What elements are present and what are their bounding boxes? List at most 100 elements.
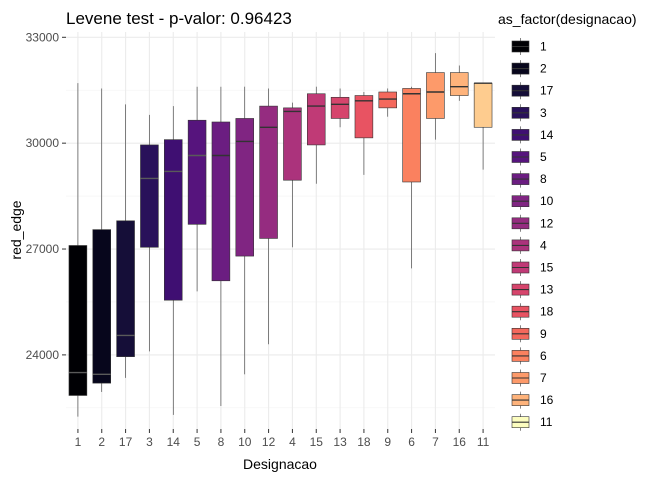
x-axis-title: Designacao <box>243 456 317 472</box>
x-tick-label: 1 <box>75 435 82 449</box>
box-rect <box>378 91 397 109</box>
box-rect <box>92 229 111 384</box>
legend-label: 7 <box>540 371 547 385</box>
legend-entry-2: 2 <box>511 60 547 78</box>
legend-entry-4: 4 <box>511 236 547 254</box>
y-tick-label: 30000 <box>26 136 60 150</box>
box-15 <box>307 86 326 184</box>
box-11 <box>473 82 493 170</box>
legend-entry-18: 18 <box>511 303 554 321</box>
legend-label: 3 <box>540 106 547 120</box>
box-10 <box>235 86 254 375</box>
x-tick-label: 9 <box>384 435 391 449</box>
x-tick-label: 6 <box>408 435 415 449</box>
chart-title: Levene test - p-valor: 0.96423 <box>66 9 292 28</box>
legend-entry-5: 5 <box>511 148 547 166</box>
box-2 <box>92 88 111 392</box>
legend-entry-15: 15 <box>511 259 554 276</box>
boxes <box>68 53 493 417</box>
x-tick-label: 4 <box>289 435 296 449</box>
box-rect <box>307 93 326 146</box>
box-1 <box>68 83 88 417</box>
legend-label: 17 <box>540 84 554 98</box>
legend-label: 2 <box>540 62 547 76</box>
legend-entry-11: 11 <box>511 413 553 431</box>
box-rect <box>164 139 183 301</box>
box-rect <box>211 121 231 282</box>
legend-entry-8: 8 <box>511 170 547 188</box>
box-13 <box>330 88 350 128</box>
y-tick-label: 33000 <box>26 30 60 44</box>
legend-label: 12 <box>540 216 554 230</box>
legend-entry-17: 17 <box>511 82 554 100</box>
legend-entry-10: 10 <box>511 192 554 210</box>
legend-entry-7: 7 <box>511 369 547 387</box>
x-tick-label: 17 <box>119 435 133 449</box>
x-tick-label: 8 <box>218 435 225 449</box>
x-tick-label: 15 <box>310 435 324 449</box>
box-4 <box>283 102 302 248</box>
box-rect <box>473 82 493 128</box>
box-rect <box>450 72 469 96</box>
y-axis-title: red_edge <box>8 200 24 259</box>
box-rect <box>259 105 278 239</box>
legend-entry-6: 6 <box>511 347 547 365</box>
legend-label: 13 <box>540 283 554 297</box>
x-tick-label: 16 <box>453 435 467 449</box>
legend-label: 14 <box>540 128 554 142</box>
plot-panel <box>66 32 495 429</box>
box-rect <box>283 107 302 181</box>
x-tick-label: 5 <box>194 435 201 449</box>
box-5 <box>187 86 207 292</box>
legend-label: 1 <box>540 40 547 54</box>
x-tick-label: 12 <box>262 435 276 449</box>
y-tick-label: 24000 <box>26 348 60 362</box>
legend-entry-13: 13 <box>511 281 554 299</box>
legend-label: 9 <box>540 327 547 341</box>
box-rect <box>354 95 374 139</box>
box-rect <box>330 96 350 119</box>
legend-title: as_factor(designacao) <box>498 11 637 27</box>
x-tick-label: 3 <box>146 435 153 449</box>
x-axis: 1 2 17 3 14 5 8 10 12 4 15 13 18 9 6 7 16 11 <box>75 429 490 449</box>
legend-entry-9: 9 <box>511 325 547 343</box>
box-rect <box>140 144 159 248</box>
x-tick-label: 2 <box>98 435 105 449</box>
x-tick-label: 7 <box>432 435 439 449</box>
y-tick-label: 27000 <box>26 242 60 256</box>
legend-entry-1: 1 <box>511 38 547 55</box>
legend-entry-12: 12 <box>511 214 554 232</box>
legend-label: 6 <box>540 349 547 363</box>
legend-label: 16 <box>540 393 554 407</box>
box-3 <box>140 114 159 352</box>
legend-entry-14: 14 <box>511 126 554 144</box>
legend-entry-3: 3 <box>511 104 547 122</box>
legend-entry-16: 16 <box>511 391 554 409</box>
box-18 <box>354 91 374 175</box>
box-9 <box>378 88 397 117</box>
legend-label: 18 <box>540 305 554 319</box>
box-rect <box>116 220 135 357</box>
box-17 <box>116 104 135 378</box>
legend-label: 11 <box>540 415 553 429</box>
box-rect <box>402 88 421 183</box>
box-rect <box>235 118 254 257</box>
box-14 <box>164 106 183 415</box>
x-tick-label: 11 <box>477 435 490 449</box>
box-6 <box>402 86 421 269</box>
legend-label: 15 <box>540 261 554 275</box>
box-8 <box>211 86 231 407</box>
legend-label: 8 <box>540 172 547 186</box>
box-16 <box>450 65 469 101</box>
legend-label: 5 <box>540 150 547 164</box>
box-rect <box>68 245 88 396</box>
legend-label: 4 <box>540 238 547 252</box>
x-tick-label: 13 <box>333 435 347 449</box>
box-7 <box>426 53 445 140</box>
x-tick-label: 10 <box>238 435 252 449</box>
x-tick-label: 14 <box>167 435 181 449</box>
box-12 <box>259 88 278 345</box>
y-axis: 24000 27000 30000 33000 <box>26 30 66 362</box>
